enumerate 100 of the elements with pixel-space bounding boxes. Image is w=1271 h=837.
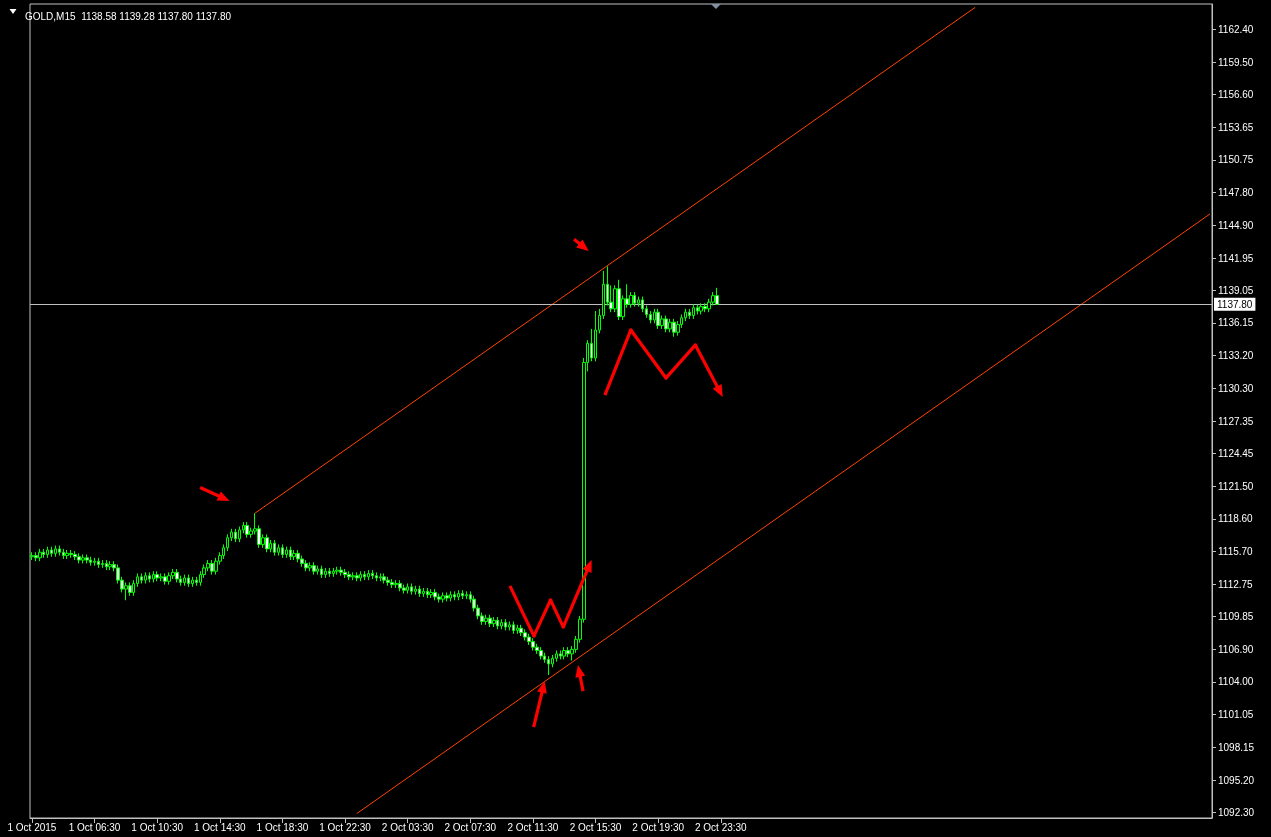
y-tick-label: 1153.65	[1218, 121, 1254, 133]
candlestick	[89, 556, 92, 567]
candlestick	[324, 567, 327, 579]
text: GOLD,M15 1138.58 1139.28 1137.80 1137.80	[25, 10, 232, 22]
x-tick-label: 2 Oct 07:30	[444, 821, 497, 833]
candlestick	[390, 578, 394, 589]
y-tick-label: 1130.30	[1218, 382, 1254, 394]
candlestick	[402, 584, 406, 595]
y-tick-label: 1139.05	[1218, 284, 1254, 296]
candlestick	[308, 561, 312, 572]
y-tick-label: 1098.15	[1218, 741, 1255, 753]
candlestick	[500, 618, 503, 630]
candlestick	[38, 548, 42, 562]
candlestick	[696, 303, 699, 315]
candlestick	[504, 618, 507, 631]
y-tick-label: 1159.50	[1218, 56, 1254, 68]
candlestick	[62, 548, 65, 560]
candlestick	[46, 546, 49, 559]
candlestick	[234, 528, 237, 543]
candlestick	[101, 559, 104, 569]
candlestick	[183, 574, 186, 587]
candlestick	[406, 583, 409, 595]
candlestick	[155, 570, 159, 582]
candlestick	[65, 549, 69, 560]
candlestick	[285, 546, 288, 559]
candlestick	[343, 568, 347, 579]
x-tick-label: 1 Oct 2015	[7, 821, 57, 833]
candlestick	[484, 614, 488, 626]
candlestick	[559, 650, 562, 660]
candlestick	[187, 574, 190, 588]
candlestick	[304, 559, 308, 572]
candlestick	[50, 546, 53, 558]
candlestick	[128, 581, 132, 597]
candlestick	[539, 646, 543, 660]
candlestick	[398, 579, 402, 592]
y-tick-label: 1127.35	[1218, 415, 1254, 427]
candlestick	[77, 552, 81, 564]
y-tick-label: 1112.75	[1218, 578, 1254, 590]
candlestick	[555, 650, 558, 663]
candlestick	[312, 561, 316, 576]
candlestick	[105, 559, 108, 571]
candlestick	[347, 570, 351, 581]
candlestick	[191, 576, 194, 588]
candlestick	[465, 590, 468, 600]
candlestick	[382, 572, 386, 585]
x-tick-label: 1 Oct 18:30	[256, 821, 309, 833]
candlestick	[594, 310, 597, 362]
candlestick	[394, 579, 398, 589]
candlestick	[461, 589, 464, 600]
y-tick-label: 1104.00	[1218, 676, 1254, 688]
candlestick	[148, 571, 151, 583]
candlestick	[519, 624, 523, 637]
candlestick	[418, 585, 421, 598]
y-tick-label: 1124.45	[1218, 447, 1254, 459]
candlestick	[547, 655, 550, 676]
candlestick	[85, 553, 89, 564]
candlestick	[492, 616, 496, 628]
x-tick-label: 1 Oct 22:30	[319, 821, 372, 833]
y-tick-label: 1156.60	[1218, 88, 1254, 100]
candlestick	[429, 588, 433, 599]
candlestick	[363, 570, 366, 581]
candlestick	[144, 571, 147, 585]
y-tick-label: 1141.95	[1218, 252, 1254, 264]
candlestick	[508, 620, 511, 631]
candlestick	[140, 572, 143, 585]
candlestick	[715, 287, 719, 305]
candlestick	[93, 557, 96, 567]
candlestick	[355, 571, 359, 582]
candlestick	[273, 539, 276, 557]
y-tick-label: 1147.80	[1218, 187, 1254, 199]
candlestick	[637, 296, 640, 308]
y-tick-label: 1136.15	[1218, 317, 1254, 329]
candlestick	[449, 590, 452, 602]
candlestick	[292, 549, 296, 561]
candlestick	[488, 614, 492, 628]
candlestick	[688, 308, 691, 320]
candlestick	[379, 572, 382, 582]
candlestick	[351, 571, 355, 581]
ref-line-label: 1137.80	[1217, 298, 1253, 310]
y-tick-label: 1144.90	[1218, 219, 1254, 231]
candlestick	[422, 587, 425, 598]
candlestick	[496, 616, 499, 630]
candlestick	[73, 550, 77, 561]
x-tick-label: 1 Oct 06:30	[68, 821, 121, 833]
candlestick	[69, 549, 73, 559]
candlestick	[159, 572, 163, 582]
candlestick	[54, 545, 57, 558]
x-tick-label: 1 Oct 10:30	[131, 821, 184, 833]
candlestick	[58, 545, 61, 557]
y-tick-label: 1115.70	[1218, 545, 1254, 557]
x-tick-label: 2 Oct 15:30	[569, 821, 622, 833]
candlestick	[531, 637, 535, 652]
candlestick	[566, 646, 570, 658]
candlestick	[359, 570, 362, 582]
candlestick	[371, 569, 374, 580]
y-tick-label: 1106.90	[1218, 643, 1254, 655]
candlestick	[42, 548, 45, 559]
x-tick-label: 2 Oct 11:30	[507, 821, 559, 833]
candlestick	[426, 587, 429, 599]
candlestick	[281, 543, 284, 559]
